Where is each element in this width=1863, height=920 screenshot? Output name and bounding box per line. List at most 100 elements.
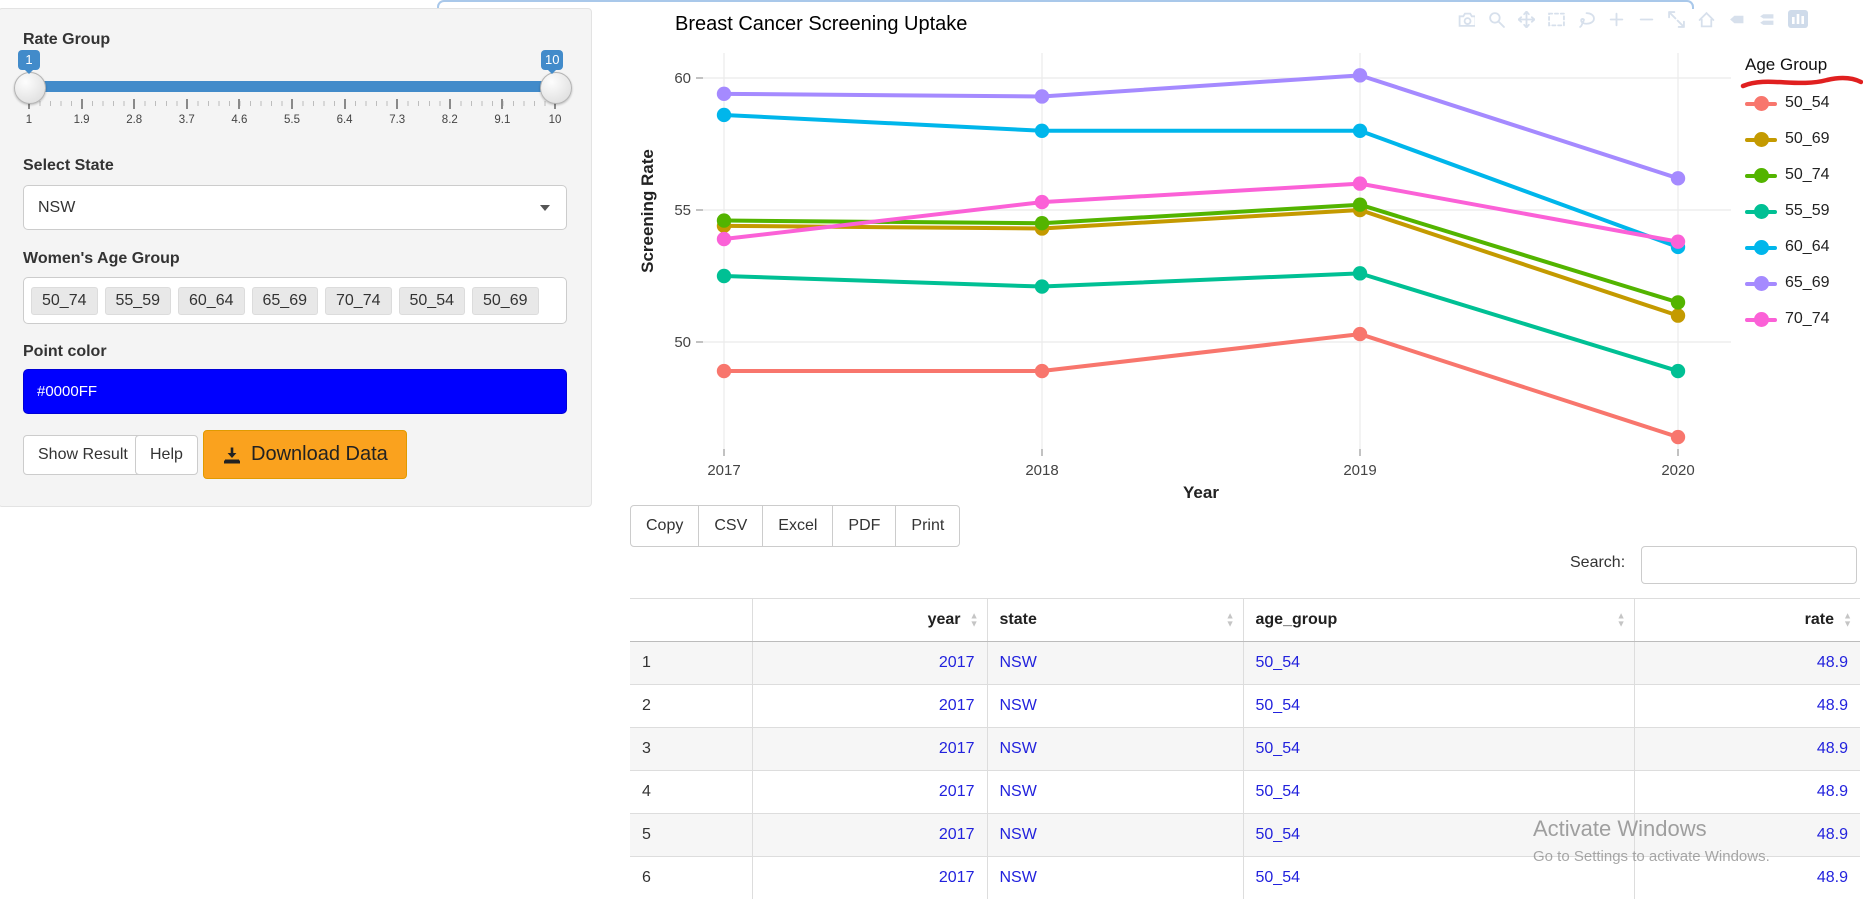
legend-marker	[1745, 95, 1777, 111]
sort-arrows-icon: ▲ ▼	[1843, 610, 1852, 629]
chart-legend: Age Group 50_54 50_69 50_74 55_59 60_64 65_69…	[1740, 55, 1863, 327]
cell-year: 2017	[751, 856, 987, 899]
lasso-icon[interactable]	[1578, 11, 1595, 28]
plot-area[interactable]: 2017 2018 2019 2020 50 55 60	[618, 5, 1863, 510]
table-row[interactable]: 5 2017 NSW 50_54 48.9	[630, 813, 1860, 857]
data-point-55_59-2020[interactable]	[1670, 363, 1686, 379]
age-group-chip-70_74[interactable]: 70_74	[325, 286, 392, 315]
data-point-70_74-2017[interactable]	[716, 231, 732, 247]
series-line-70_74[interactable]	[722, 181, 1680, 244]
data-point-65_69-2017[interactable]	[716, 86, 732, 102]
series-line-55_59[interactable]	[722, 271, 1680, 374]
age-group-chip-60_64[interactable]: 60_64	[178, 286, 245, 315]
cell-state: NSW	[986, 770, 1243, 814]
data-point-65_69-2019[interactable]	[1352, 68, 1368, 83]
export-pdf-button[interactable]: PDF	[832, 505, 897, 547]
data-point-50_74-2019[interactable]	[1352, 197, 1368, 212]
download-data-button[interactable]: Download Data	[203, 430, 407, 479]
slider-value-min: 1	[18, 50, 40, 74]
legend-item-70_74[interactable]: 70_74	[1745, 301, 1830, 337]
zoom-in-icon[interactable]	[1608, 11, 1625, 28]
data-point-65_69-2020[interactable]	[1670, 171, 1686, 186]
export-copy-button[interactable]: Copy	[630, 505, 700, 547]
column-header-age_group[interactable]: age_group ▲ ▼	[1242, 598, 1634, 642]
age-group-chip-55_59[interactable]: 55_59	[104, 286, 171, 315]
legend-marker	[1745, 311, 1777, 327]
data-point-50_54-2020[interactable]	[1670, 429, 1686, 445]
legend-item-60_64[interactable]: 60_64	[1745, 229, 1830, 265]
series-line-50_69[interactable]	[722, 208, 1680, 318]
search-input[interactable]	[1641, 546, 1857, 584]
data-point-50_69-2020[interactable]	[1670, 308, 1686, 323]
table-row[interactable]: 1 2017 NSW 50_54 48.9	[630, 641, 1860, 685]
table-row[interactable]: 2 2017 NSW 50_54 48.9	[630, 684, 1860, 728]
hover-compare-icon[interactable]	[1758, 11, 1775, 28]
cell-rate: 48.9	[1633, 856, 1860, 899]
table-row[interactable]: 6 2017 NSW 50_54 48.9	[630, 856, 1860, 899]
sort-arrows-icon: ▲ ▼	[1616, 610, 1626, 629]
data-point-50_74-2020[interactable]	[1670, 295, 1686, 310]
legend-label: 55_59	[1785, 202, 1830, 219]
data-point-50_74-2017[interactable]	[716, 213, 732, 228]
rate-group-slider-track[interactable]	[29, 81, 555, 92]
legend-item-50_74[interactable]: 50_74	[1745, 157, 1830, 193]
zoom-icon[interactable]	[1488, 11, 1505, 28]
plotly-logo-icon[interactable]	[1788, 10, 1808, 28]
slider-tick-label: 7.3	[389, 114, 406, 126]
table-row[interactable]: 4 2017 NSW 50_54 48.9	[630, 770, 1860, 814]
data-point-55_59-2017[interactable]	[716, 268, 732, 284]
export-excel-button[interactable]: Excel	[762, 505, 834, 547]
chevron-down-icon	[540, 205, 550, 211]
data-point-70_74-2018[interactable]	[1034, 194, 1050, 210]
series-line-50_54[interactable]	[722, 332, 1680, 440]
slider-handle-max[interactable]	[540, 72, 572, 104]
table-row[interactable]: 3 2017 NSW 50_54 48.9	[630, 727, 1860, 771]
cell-index: 3	[630, 727, 752, 771]
data-point-70_74-2019[interactable]	[1352, 176, 1368, 191]
legend-item-50_54[interactable]: 50_54	[1745, 85, 1830, 121]
column-header-rate[interactable]: rate ▲ ▼	[1633, 598, 1860, 642]
column-header-year[interactable]: year ▲ ▼	[751, 598, 987, 642]
column-header-state[interactable]: state ▲ ▼	[986, 598, 1243, 642]
data-point-50_54-2017[interactable]	[716, 363, 732, 379]
cell-year: 2017	[751, 727, 987, 771]
data-point-60_64-2017[interactable]	[716, 107, 732, 123]
age-group-chip-50_74[interactable]: 50_74	[31, 286, 98, 315]
autoscale-icon[interactable]	[1668, 10, 1685, 28]
data-point-55_59-2018[interactable]	[1034, 279, 1050, 294]
slider-tick-mark	[396, 99, 399, 109]
data-point-55_59-2019[interactable]	[1352, 266, 1368, 281]
age-group-chip-50_54[interactable]: 50_54	[398, 286, 465, 315]
age-group-chip-50_69[interactable]: 50_69	[472, 286, 539, 315]
camera-icon[interactable]	[1458, 11, 1475, 28]
series-line-60_64[interactable]	[722, 112, 1680, 249]
data-point-50_54-2019[interactable]	[1352, 326, 1368, 342]
age-group-chip-65_69[interactable]: 65_69	[251, 286, 318, 315]
legend-item-50_69[interactable]: 50_69	[1745, 121, 1830, 157]
series-line-65_69[interactable]	[722, 73, 1680, 181]
legend-marker	[1745, 167, 1777, 183]
data-point-60_64-2019[interactable]	[1352, 123, 1368, 138]
pan-icon[interactable]	[1518, 10, 1535, 28]
show-result-button[interactable]: Show Result	[23, 435, 143, 475]
point-color-input[interactable]: #0000FF	[23, 369, 567, 414]
data-point-65_69-2018[interactable]	[1034, 89, 1050, 104]
reset-axes-icon[interactable]	[1698, 11, 1715, 28]
legend-item-65_69[interactable]: 65_69	[1745, 265, 1830, 301]
cell-state: NSW	[986, 684, 1243, 728]
state-select[interactable]: NSW	[23, 185, 567, 230]
zoom-out-icon[interactable]	[1638, 11, 1655, 28]
export-print-button[interactable]: Print	[895, 505, 961, 547]
help-button[interactable]: Help	[135, 435, 198, 475]
hover-closest-icon[interactable]	[1728, 11, 1745, 28]
data-point-70_74-2020[interactable]	[1670, 234, 1686, 249]
download-icon	[224, 447, 240, 463]
legend-item-55_59[interactable]: 55_59	[1745, 193, 1830, 229]
box-select-icon[interactable]	[1548, 11, 1565, 28]
data-point-60_64-2018[interactable]	[1034, 123, 1050, 138]
slider-handle-min[interactable]	[14, 72, 46, 104]
data-point-50_74-2018[interactable]	[1034, 216, 1050, 231]
data-point-50_54-2018[interactable]	[1034, 363, 1050, 379]
age-group-multiselect[interactable]: 50_74 55_59 60_64 65_69 70_74 50_54 50_69	[23, 277, 567, 324]
export-csv-button[interactable]: CSV	[698, 505, 764, 547]
